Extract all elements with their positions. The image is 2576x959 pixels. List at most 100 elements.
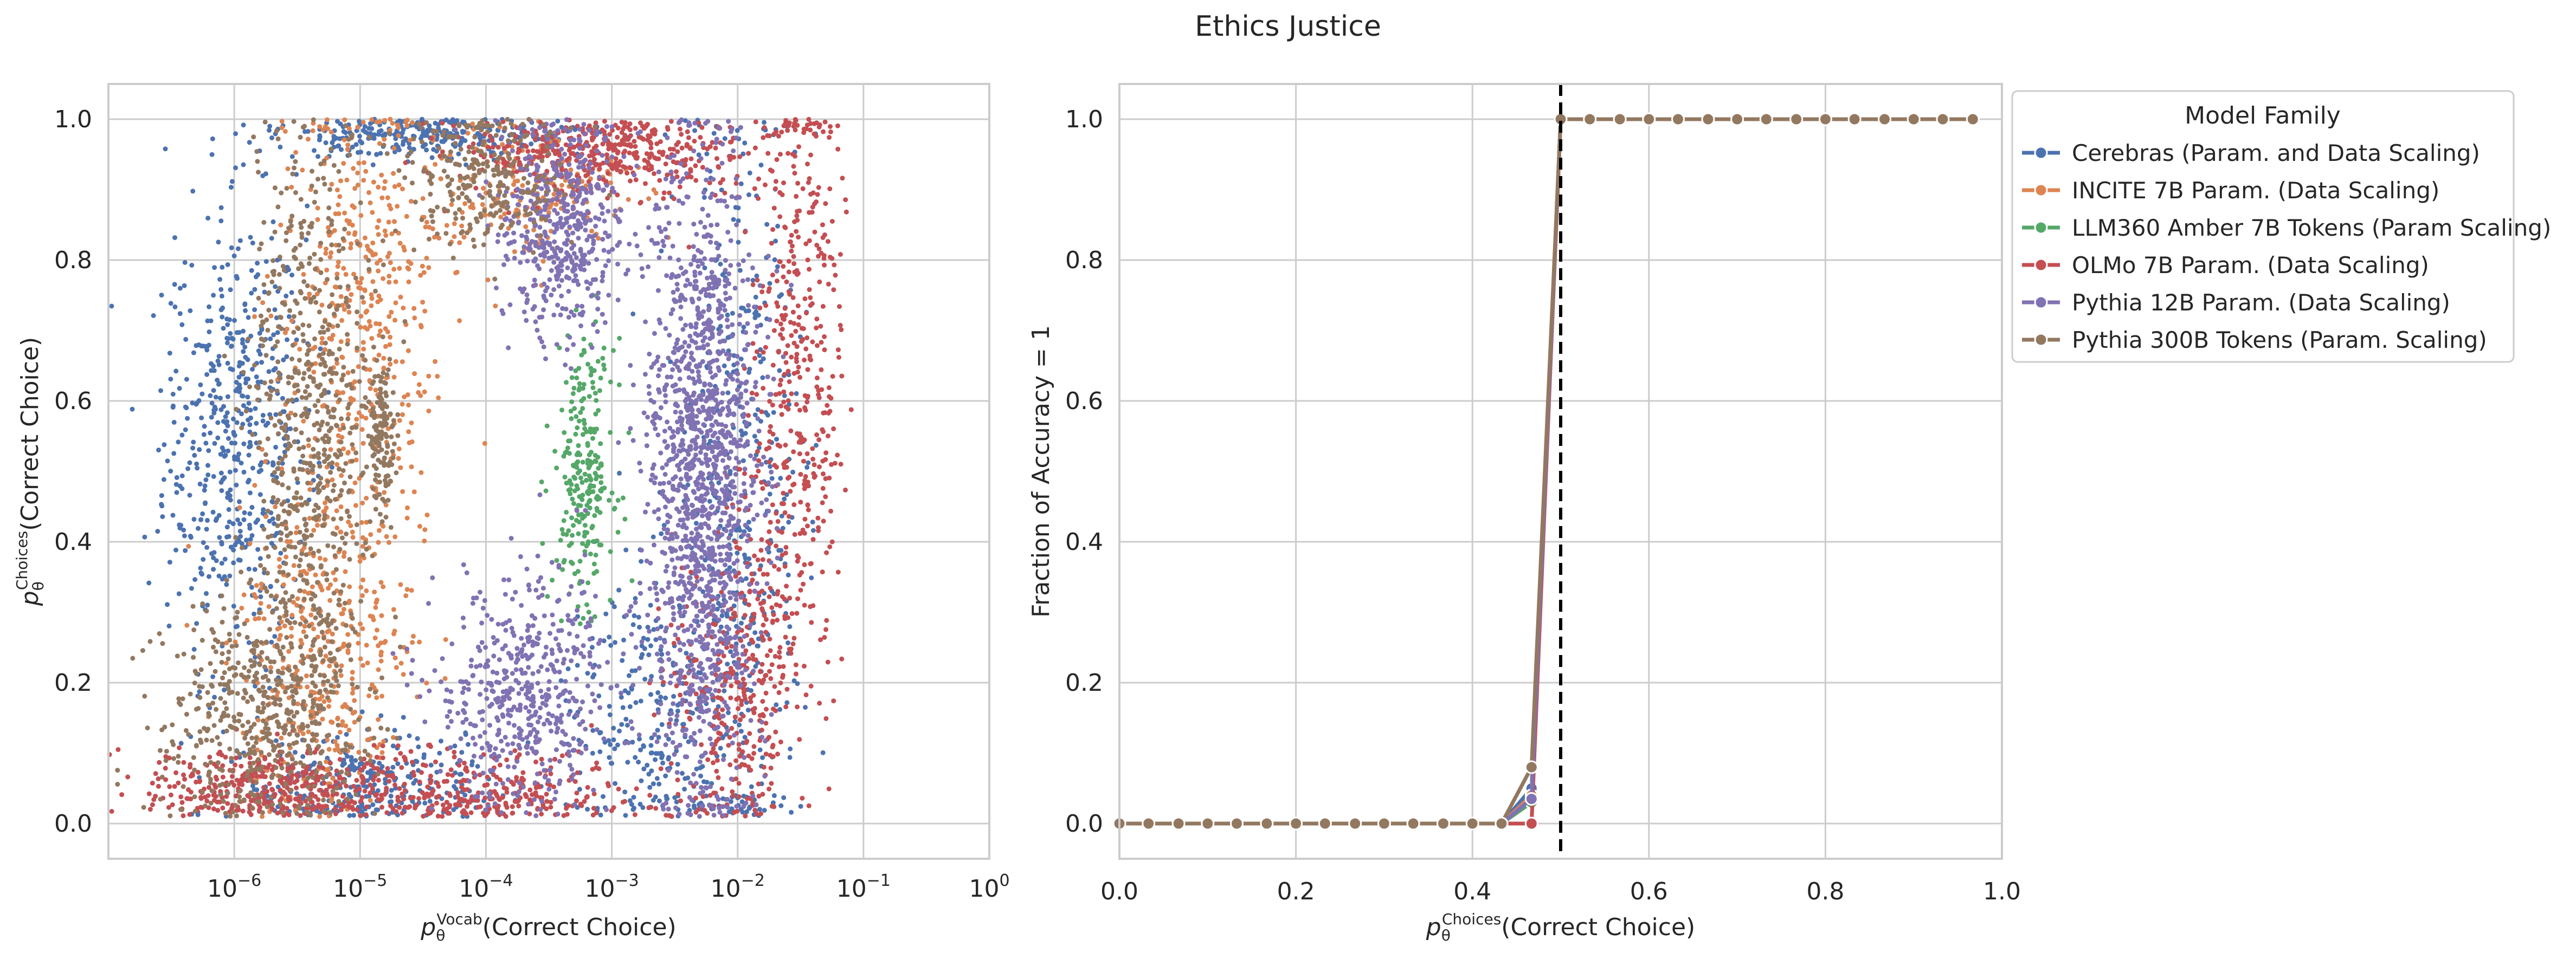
scatter-point [420, 196, 426, 201]
scatter-point [390, 121, 395, 126]
scatter-point [422, 538, 427, 543]
scatter-point [267, 519, 272, 524]
scatter-point [619, 120, 624, 125]
scatter-point [282, 129, 288, 134]
scatter-point [219, 293, 224, 299]
scatter-point [731, 217, 736, 222]
scatter-point [375, 225, 380, 230]
scatter-point [520, 183, 525, 188]
scatter-point [332, 228, 337, 233]
scatter-point [417, 639, 422, 645]
scatter-point [668, 623, 674, 628]
scatter-point [773, 729, 778, 735]
scatter-point [806, 116, 812, 122]
scatter-point [644, 151, 649, 157]
scatter-point [671, 640, 677, 646]
scatter-point [276, 556, 282, 562]
scatter-point [216, 573, 222, 579]
scatter-point [259, 360, 265, 365]
scatter-point [208, 318, 214, 323]
scatter-point [261, 507, 266, 513]
scatter-point [330, 776, 336, 781]
scatter-point [759, 662, 765, 667]
scatter-point [711, 746, 716, 751]
scatter-point [586, 610, 591, 615]
scatter-point [263, 259, 269, 264]
scatter-point [674, 799, 679, 805]
scatter-point [215, 420, 221, 425]
scatter-point [357, 559, 363, 564]
scatter-point [574, 375, 579, 380]
scatter-point [761, 135, 766, 140]
scatter-point [625, 760, 630, 765]
scatter-point [611, 737, 616, 742]
scatter-point [245, 394, 250, 400]
scatter-point [363, 309, 369, 315]
scatter-point [332, 284, 338, 290]
scatter-point [426, 265, 432, 270]
scatter-point [321, 781, 326, 786]
scatter-point [562, 430, 567, 435]
scatter-point [382, 131, 388, 137]
scatter-point [770, 431, 776, 437]
scatter-point [352, 800, 357, 806]
scatter-point [504, 786, 509, 792]
scatter-point [279, 756, 284, 762]
scatter-point [825, 403, 830, 408]
scatter-point [618, 142, 623, 147]
scatter-point [568, 409, 574, 414]
scatter-point [679, 132, 684, 137]
scatter-point [821, 519, 826, 524]
scatter-point [351, 813, 356, 818]
scatter-point [352, 379, 357, 384]
scatter-point [794, 229, 799, 234]
scatter-point [337, 729, 343, 735]
scatter-point [166, 805, 171, 810]
scatter-point [800, 336, 806, 342]
scatter-point [376, 540, 381, 545]
scatter-point [564, 380, 569, 385]
scatter-point [746, 602, 751, 607]
scatter-point [349, 292, 354, 297]
scatter-point [204, 372, 210, 377]
scatter-point [426, 811, 431, 817]
scatter-point [208, 393, 213, 398]
scatter-point [241, 403, 246, 409]
scatter-point [744, 809, 749, 814]
scatter-point [572, 406, 577, 411]
scatter-point [778, 321, 783, 327]
scatter-point [374, 695, 379, 701]
scatter-point [237, 529, 243, 534]
scatter-point [827, 135, 832, 140]
scatter-point [293, 150, 298, 155]
scatter-point [583, 173, 589, 178]
scatter-point [359, 709, 365, 715]
scatter-point [456, 151, 461, 157]
scatter-point [512, 799, 518, 804]
scatter-point [184, 796, 190, 801]
scatter-point [310, 800, 315, 805]
scatter-point [381, 355, 387, 361]
scatter-point [794, 401, 799, 407]
scatter-point [247, 422, 253, 427]
scatter-point [285, 166, 291, 171]
scatter-point [797, 737, 802, 742]
scatter-point [619, 129, 624, 135]
scatter-point [357, 761, 363, 767]
scatter-point [814, 199, 819, 204]
scatter-point [237, 521, 242, 527]
scatter-point [705, 757, 711, 762]
scatter-point [579, 352, 584, 358]
scatter-point [577, 452, 583, 457]
scatter-point [239, 461, 244, 466]
scatter-point [153, 771, 158, 776]
scatter-point [376, 777, 381, 783]
scatter-point [636, 760, 641, 764]
scatter-point [338, 178, 343, 184]
scatter-point [408, 795, 414, 801]
scatter-point [385, 426, 391, 431]
scatter-point [258, 601, 263, 606]
scatter-point [712, 750, 718, 756]
scatter-point [326, 747, 332, 752]
scatter-point [246, 640, 252, 645]
